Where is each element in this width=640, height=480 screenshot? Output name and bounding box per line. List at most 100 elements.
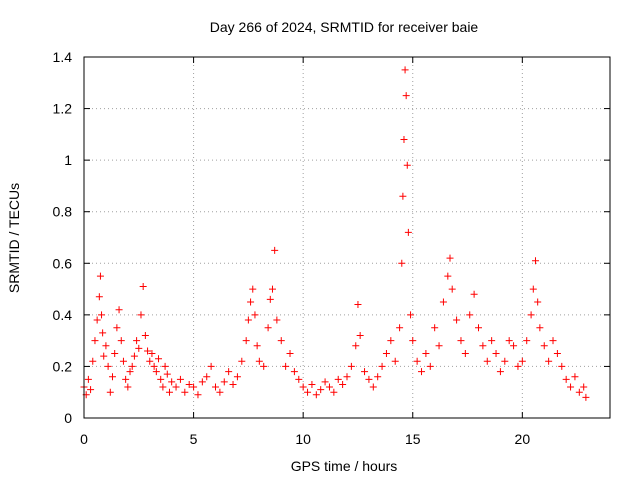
- data-point: [165, 388, 173, 396]
- data-point: [220, 378, 228, 386]
- x-tick-label: 20: [515, 431, 531, 447]
- data-point: [483, 357, 491, 365]
- data-point: [150, 362, 158, 370]
- data-point: [321, 378, 329, 386]
- data-point: [404, 228, 412, 236]
- data-point: [398, 259, 406, 267]
- data-point: [247, 298, 255, 306]
- data-point: [444, 272, 452, 280]
- data-point: [146, 357, 154, 365]
- data-point: [369, 383, 377, 391]
- data-point: [361, 368, 369, 376]
- data-point: [365, 375, 373, 383]
- data-point: [426, 362, 434, 370]
- data-point: [95, 293, 103, 301]
- data-point: [466, 311, 474, 319]
- data-point: [96, 272, 104, 280]
- data-point: [529, 285, 537, 293]
- data-point: [453, 316, 461, 324]
- data-point: [518, 357, 526, 365]
- data-point: [264, 324, 272, 332]
- data-point: [514, 362, 522, 370]
- data-point: [99, 329, 107, 337]
- y-tick-label: 0: [64, 410, 72, 426]
- data-point: [549, 337, 557, 345]
- data-point: [238, 357, 246, 365]
- data-point: [479, 342, 487, 350]
- data-point: [98, 311, 106, 319]
- data-point: [212, 383, 219, 391]
- data-point: [260, 362, 268, 370]
- data-point: [505, 337, 513, 345]
- data-point: [181, 388, 189, 396]
- x-tick-labels: 0 5 10 15 20: [80, 431, 530, 447]
- data-point: [104, 362, 112, 370]
- data-point: [185, 380, 193, 388]
- data-point: [317, 386, 325, 394]
- data-point: [413, 357, 421, 365]
- data-point: [130, 352, 138, 360]
- data-point: [194, 391, 202, 399]
- y-axis-label: SRMTID / TECUs: [6, 183, 22, 293]
- data-point: [403, 161, 411, 169]
- data-point: [242, 337, 250, 345]
- data-point: [139, 282, 147, 290]
- y-tick-label: 0.2: [53, 358, 73, 374]
- plot-frame: [83, 56, 611, 419]
- data-point: [400, 136, 408, 144]
- data-point: [435, 342, 443, 350]
- data-point: [339, 380, 347, 388]
- data-point: [115, 306, 123, 314]
- data-point: [266, 295, 274, 303]
- data-point: [580, 383, 588, 391]
- data-point: [531, 257, 539, 265]
- x-tick-label: 5: [190, 431, 198, 447]
- data-point: [148, 350, 156, 358]
- data-point: [124, 383, 132, 391]
- data-point: [89, 357, 97, 365]
- data-point: [190, 383, 198, 391]
- data-point: [159, 383, 167, 391]
- data-point: [536, 324, 544, 332]
- chart-title: Day 266 of 2024, SRMTID for receiver bai…: [210, 19, 479, 35]
- data-point: [108, 373, 116, 381]
- data-point: [374, 373, 382, 381]
- data-point: [382, 350, 390, 358]
- data-point: [330, 388, 338, 396]
- x-tick-label: 15: [405, 431, 421, 447]
- data-point: [144, 347, 152, 355]
- data-point: [111, 350, 119, 358]
- data-point: [422, 350, 430, 358]
- y-tick-label: 0.4: [53, 307, 73, 323]
- data-point: [567, 383, 575, 391]
- data-point: [457, 337, 465, 345]
- data-point: [501, 357, 509, 365]
- axis-ticks: [83, 56, 610, 419]
- data-point: [141, 331, 149, 339]
- data-point: [93, 316, 101, 324]
- data-point: [87, 386, 95, 394]
- data-point: [558, 362, 566, 370]
- data-point: [128, 362, 136, 370]
- data-point: [356, 331, 364, 339]
- data-series-srmtid: [80, 66, 590, 401]
- data-point: [117, 337, 125, 345]
- data-point: [207, 362, 215, 370]
- data-point: [391, 357, 399, 365]
- data-point: [155, 355, 163, 363]
- data-point: [168, 378, 176, 386]
- data-point: [431, 324, 439, 332]
- data-point: [540, 342, 548, 350]
- data-point: [352, 342, 360, 350]
- data-point: [418, 368, 426, 376]
- data-point: [308, 380, 316, 388]
- data-point: [488, 337, 496, 345]
- data-point: [407, 311, 415, 319]
- data-point: [161, 362, 169, 370]
- data-point: [172, 383, 180, 391]
- data-point: [378, 362, 386, 370]
- data-point: [91, 337, 99, 345]
- y-tick-label: 0.6: [53, 255, 73, 271]
- data-point: [334, 375, 342, 383]
